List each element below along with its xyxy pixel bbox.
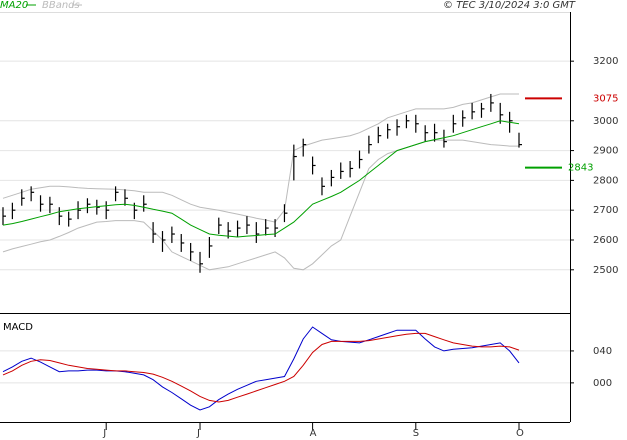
level-label: 2843 bbox=[568, 163, 593, 174]
ma20-line bbox=[2, 120, 520, 238]
x-tick-label: J bbox=[196, 428, 200, 439]
y-tick-label: 000 bbox=[593, 378, 612, 389]
y-tick-label: 040 bbox=[593, 346, 612, 357]
y-tick-label: 3200 bbox=[593, 56, 618, 67]
bband-upper bbox=[2, 93, 519, 223]
y-tick-label: 2900 bbox=[593, 146, 618, 157]
x-tick-label: A bbox=[310, 428, 317, 439]
y-tick-label: 3000 bbox=[593, 116, 618, 127]
y-tick-label: 2500 bbox=[593, 265, 618, 276]
y-tick-label: 2700 bbox=[593, 205, 618, 216]
macd-line bbox=[2, 332, 520, 403]
legend-bbands: BBands bbox=[42, 0, 80, 11]
legend-ma20: MA20 bbox=[0, 0, 28, 11]
macd-title: MACD bbox=[3, 322, 33, 333]
x-tick-label: O bbox=[516, 428, 524, 439]
level-label: 3075 bbox=[593, 93, 618, 104]
y-tick-label: 2800 bbox=[593, 175, 618, 186]
y-tick-label: 2600 bbox=[593, 235, 618, 246]
x-tick-label: S bbox=[413, 428, 419, 439]
macd-line bbox=[2, 326, 520, 411]
source-label: © TEC 3/10/2024 3:0 GMT bbox=[443, 0, 576, 11]
x-tick-label: J bbox=[102, 428, 106, 439]
